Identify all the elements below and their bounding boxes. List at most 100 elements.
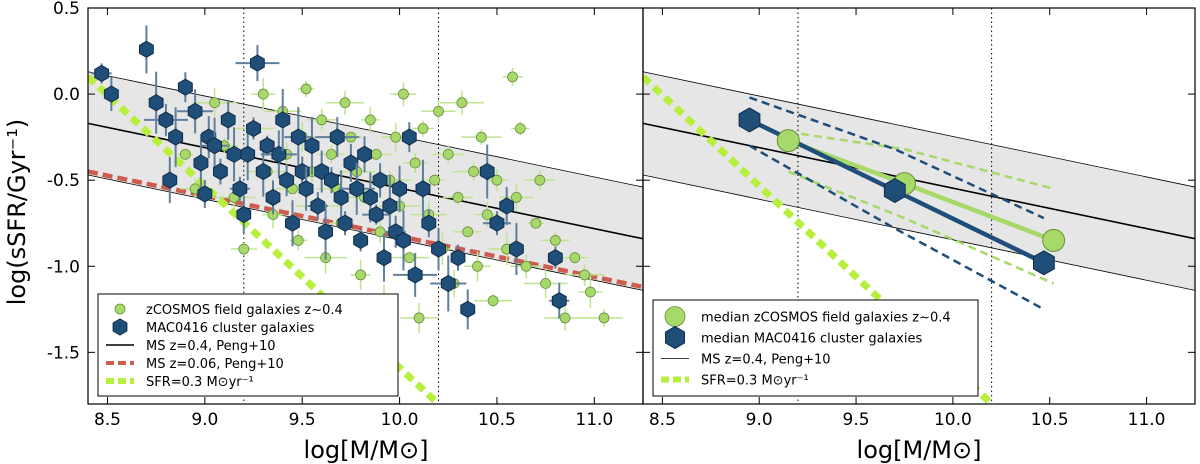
cluster-galaxy-point — [431, 240, 446, 258]
cluster-galaxy-point — [551, 292, 567, 310]
cluster-galaxy-point — [396, 231, 411, 249]
field-galaxy-point — [300, 83, 312, 95]
field-galaxy-point — [257, 88, 269, 100]
cluster-galaxy-point — [207, 137, 222, 155]
field-galaxy-point — [413, 312, 425, 324]
cluster-galaxy-point — [285, 214, 300, 232]
x-tick-label: 10.5 — [1031, 410, 1069, 430]
x-tick-label: 11.0 — [575, 410, 613, 430]
cluster-galaxy-point — [162, 171, 178, 189]
x-tick-label: 10.5 — [478, 410, 516, 430]
field-galaxy-point — [514, 123, 526, 134]
field-galaxy-point — [355, 269, 367, 281]
field-galaxy-point — [326, 148, 337, 160]
ms-band-upper-line — [643, 71, 1195, 188]
ms-z006-line — [88, 169, 643, 290]
field-galaxy-point — [520, 260, 532, 272]
cluster-galaxy-point — [304, 137, 320, 155]
cluster-galaxy-point — [337, 214, 353, 232]
legend-label: MS z=0.4, Peng+10 — [146, 339, 276, 354]
cluster-galaxy-point — [139, 40, 154, 58]
cluster-galaxy-point — [376, 249, 392, 267]
legend-label: MAC0416 cluster galaxies — [146, 321, 315, 336]
cluster-galaxy-point — [333, 188, 349, 206]
x-tick-label: 9.5 — [289, 410, 316, 430]
legend-label: median MAC0416 cluster galaxies — [701, 332, 922, 347]
field-galaxy-point — [472, 260, 483, 272]
x-tick-label: 11.0 — [1128, 410, 1166, 430]
field-galaxy-point — [238, 243, 250, 255]
cluster-galaxy-point — [382, 197, 398, 215]
field-galaxy-point — [569, 252, 581, 264]
cluster-galaxy-point — [226, 145, 242, 163]
cluster-galaxy-point — [103, 85, 119, 103]
field-galaxy-point — [433, 105, 444, 117]
cluster-galaxy-point — [401, 128, 417, 146]
y-tick-label: -1.0 — [47, 257, 80, 277]
cluster-galaxy-point — [94, 64, 110, 82]
field-galaxy-point — [442, 148, 454, 160]
x-tick-label: 9.5 — [843, 410, 870, 430]
field-median-point — [1042, 228, 1066, 252]
cluster-galaxy-point — [392, 180, 407, 198]
cluster-galaxy-point — [310, 197, 326, 215]
cluster-galaxy-point — [499, 197, 515, 215]
field-galaxy-point — [417, 123, 429, 134]
field-galaxy-point — [456, 97, 468, 109]
cluster-galaxy-point — [318, 223, 333, 241]
ms-band-lower-line — [88, 174, 643, 291]
field-galaxy-point — [530, 217, 542, 229]
field-galaxy-point — [398, 88, 409, 100]
legend-label: median zCOSMOS field galaxies z∼0.4 — [701, 311, 951, 326]
cluster-galaxy-point — [158, 111, 174, 129]
cluster-galaxy-point — [168, 128, 184, 146]
cluster-galaxy-point — [213, 163, 228, 181]
left-panel: log[M/M⊙] 8.5 9.0 9.5 10.0 10.5 11.0 0.5 0.0 -0.… — [47, 0, 644, 464]
field-galaxy-point — [429, 174, 441, 186]
cluster-galaxy-point — [236, 206, 252, 224]
cluster-galaxy-point — [197, 185, 213, 203]
field-galaxy-point — [598, 312, 610, 324]
field-galaxy-point — [209, 97, 220, 109]
field-galaxy-point — [370, 148, 382, 160]
plot-frame — [642, 7, 1196, 405]
cluster-galaxy-point — [415, 180, 431, 198]
field-galaxy-point — [292, 235, 304, 246]
field-galaxy-point — [452, 191, 464, 203]
cluster-galaxy-point — [255, 163, 271, 181]
x-tick-label: 9.0 — [191, 410, 218, 430]
ms-z04-line — [643, 122, 1195, 240]
cluster-galaxy-point — [450, 249, 466, 267]
field-median-point — [776, 129, 800, 153]
cluster-galaxy-point — [372, 171, 388, 189]
cluster-galaxy-point — [509, 240, 524, 258]
legend-box — [97, 293, 399, 397]
cluster-galaxy-point — [357, 145, 372, 163]
field-galaxy-point — [511, 191, 522, 203]
cluster-galaxy-point — [421, 214, 437, 232]
cluster-galaxy-point — [440, 274, 456, 293]
cluster-median-point — [1033, 250, 1055, 276]
legend-marker-hexagon — [112, 318, 128, 336]
cluster-galaxy-point — [460, 300, 476, 318]
field-galaxy-point — [374, 226, 386, 238]
cluster-galaxy-point — [329, 128, 345, 146]
field-galaxy-point — [462, 226, 474, 238]
legend-marker-circle — [114, 303, 126, 315]
field-galaxy-point — [534, 174, 546, 186]
cluster-galaxy-point — [177, 78, 193, 96]
cluster-galaxy-point — [489, 214, 505, 232]
field-galaxy-point — [364, 114, 376, 126]
cluster-galaxy-point — [250, 54, 265, 72]
cluster-median-point — [738, 107, 761, 133]
field-galaxy-point — [316, 114, 328, 126]
cluster-galaxy-point — [275, 111, 291, 129]
cluster-galaxy-point — [368, 206, 384, 224]
sfr-limit-line — [88, 74, 441, 404]
field-galaxy-point — [579, 269, 590, 281]
cluster-galaxy-point — [148, 94, 164, 112]
cluster-galaxy-point — [279, 171, 295, 189]
cluster-galaxy-point — [290, 128, 306, 146]
right-panel: log[M/M⊙] 8.5 9.0 9.5 10.0 10.5 11.0 median zC… — [642, 7, 1196, 464]
y-tick-label: -1.5 — [47, 343, 80, 363]
